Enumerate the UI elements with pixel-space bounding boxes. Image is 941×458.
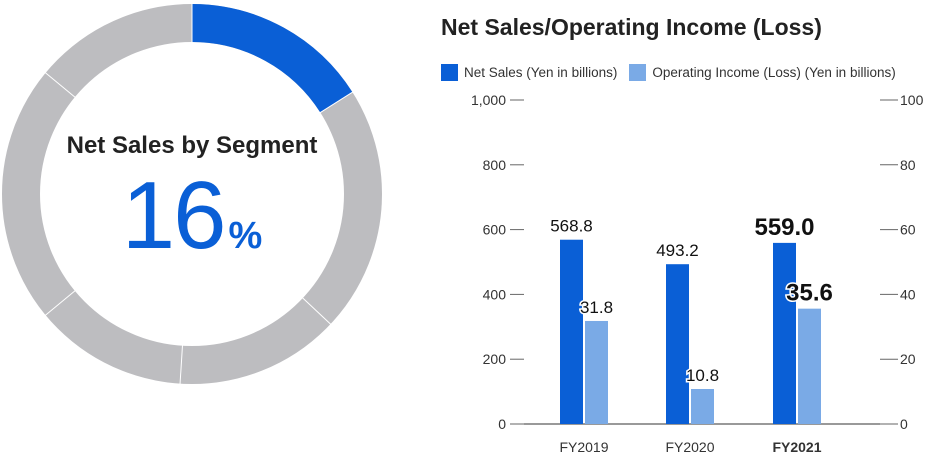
x-axis-category-label: FY2021 [772, 439, 821, 455]
x-axis-category-label: FY2019 [559, 439, 608, 455]
data-label-net-sales: 559.0 [754, 214, 814, 241]
left-axis-tick-label: 800 [483, 157, 507, 173]
data-label-operating-income: 31.8 [580, 298, 613, 317]
right-axis-tick-label: 80 [900, 157, 916, 173]
donut-separator [319, 91, 354, 114]
donut-percentage: 16% [0, 168, 384, 264]
bar-operating-income [585, 320, 608, 424]
right-axis-tick-label: 20 [900, 351, 916, 367]
x-axis-category-label: FY2020 [665, 439, 714, 455]
legend-label-net-sales: Net Sales (Yen in billions) [464, 64, 618, 80]
legend-label-operating-income: Operating Income (Loss) (Yen in billions… [652, 64, 896, 80]
legend-item-net-sales: Net Sales (Yen in billions) [441, 63, 618, 81]
left-axis-tick-label: 1,000 [471, 92, 506, 108]
data-label-operating-income: 10.8 [686, 366, 719, 385]
donut-separator [44, 289, 76, 317]
bar-net-sales [773, 242, 796, 424]
data-label-net-sales: 493.2 [656, 241, 699, 260]
donut-ring [2, 3, 382, 385]
chart-title: Net Sales/Operating Income (Loss) [441, 14, 822, 40]
bar-operating-income [798, 308, 821, 424]
left-axis-tick-label: 600 [483, 222, 507, 238]
bar-operating-income [691, 389, 714, 424]
right-axis-tick-label: 40 [900, 286, 916, 302]
chart-legend: Net Sales (Yen in billions) Operating In… [441, 62, 896, 82]
legend-swatch-operating-income [629, 63, 647, 81]
donut-separator [179, 344, 184, 385]
legend-swatch-net-sales [441, 63, 458, 81]
data-label-net-sales: 568.8 [550, 217, 593, 236]
left-axis-tick-label: 200 [483, 351, 507, 367]
data-label-operating-income: 35.6 [786, 280, 833, 307]
donut-unit: % [228, 215, 263, 257]
right-axis-tick-label: 100 [900, 92, 924, 108]
legend-item-operating-income: Operating Income (Loss) (Yen in billions… [629, 63, 896, 81]
right-axis-tick-label: 60 [900, 222, 916, 238]
segment-donut: Net Sales by Segment 16% [0, 0, 390, 458]
bar-net-sales [560, 239, 583, 424]
donut-value: 16 [121, 162, 227, 269]
bar-net-sales [666, 264, 689, 424]
donut-separator [301, 297, 332, 326]
left-axis-tick-label: 0 [498, 416, 506, 432]
right-axis-tick-label: 0 [900, 416, 908, 432]
bar-chart: 0 200 400 600 800 1,000 0 20 40 60 80 100 568.8 31.8 F… [471, 92, 924, 455]
donut-title: Net Sales by Segment [66, 132, 318, 159]
donut-separator [44, 71, 76, 99]
left-axis-tick-label: 400 [483, 286, 507, 302]
